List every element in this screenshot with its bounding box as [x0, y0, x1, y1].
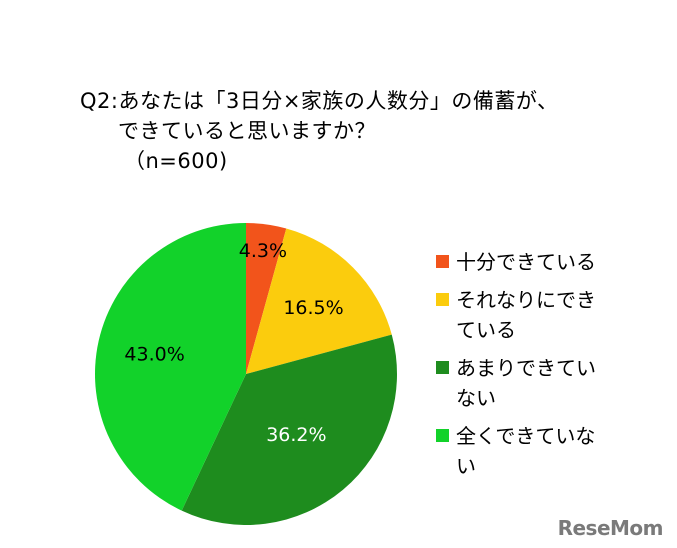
chart-title: Q2:あなたは「3日分×家族の人数分」の備蓄が、 できていると思いますか？ （n… — [80, 86, 559, 176]
title-line-2: できていると思いますか？ — [118, 119, 376, 143]
pie-slice — [246, 223, 287, 374]
legend-label: 十分できている — [456, 250, 596, 274]
resemom-logo: ReseMom — [557, 516, 664, 540]
legend-swatch — [436, 361, 449, 374]
legend-swatch — [436, 293, 449, 306]
legend-swatch — [436, 429, 449, 442]
legend: 十分できているそれなりにできている あまりできていない 全くできていない — [436, 247, 606, 489]
legend-item: あまりできていない — [436, 353, 606, 413]
legend-item: 全くできていない — [436, 421, 606, 481]
pie-slice — [95, 223, 247, 511]
pie-slices — [95, 223, 397, 525]
title-line-1: Q2:あなたは「3日分×家族の人数分」の備蓄が、 — [80, 89, 559, 113]
title-line-3: （n=600) — [124, 149, 228, 173]
legend-label: 全くできていない — [456, 424, 596, 478]
legend-label: あまりできていない — [456, 356, 596, 410]
pie-data-label: 43.0% — [124, 344, 184, 366]
legend-label: それなりにできている — [456, 288, 596, 342]
pie-data-labels: 4.3% 16.5% 36.2% 43.0% — [124, 240, 343, 446]
legend-swatch — [436, 255, 449, 268]
pie-slice — [181, 334, 397, 525]
legend-item: 十分できている — [436, 247, 606, 277]
pie-data-label: 36.2% — [266, 424, 326, 446]
pie-data-label: 16.5% — [283, 297, 343, 319]
pie-slice — [246, 228, 392, 374]
pie-data-label: 4.3% — [239, 240, 287, 262]
legend-item: それなりにできている — [436, 285, 606, 345]
